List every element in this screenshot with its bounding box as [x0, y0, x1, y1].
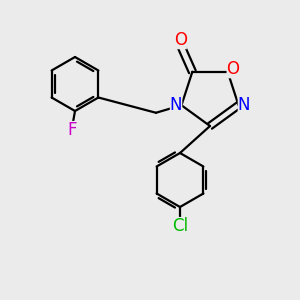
Text: O: O [174, 31, 187, 49]
Text: N: N [170, 96, 182, 114]
Text: Cl: Cl [172, 217, 188, 235]
Text: O: O [226, 60, 239, 78]
Text: F: F [67, 121, 77, 139]
Text: N: N [238, 96, 250, 114]
